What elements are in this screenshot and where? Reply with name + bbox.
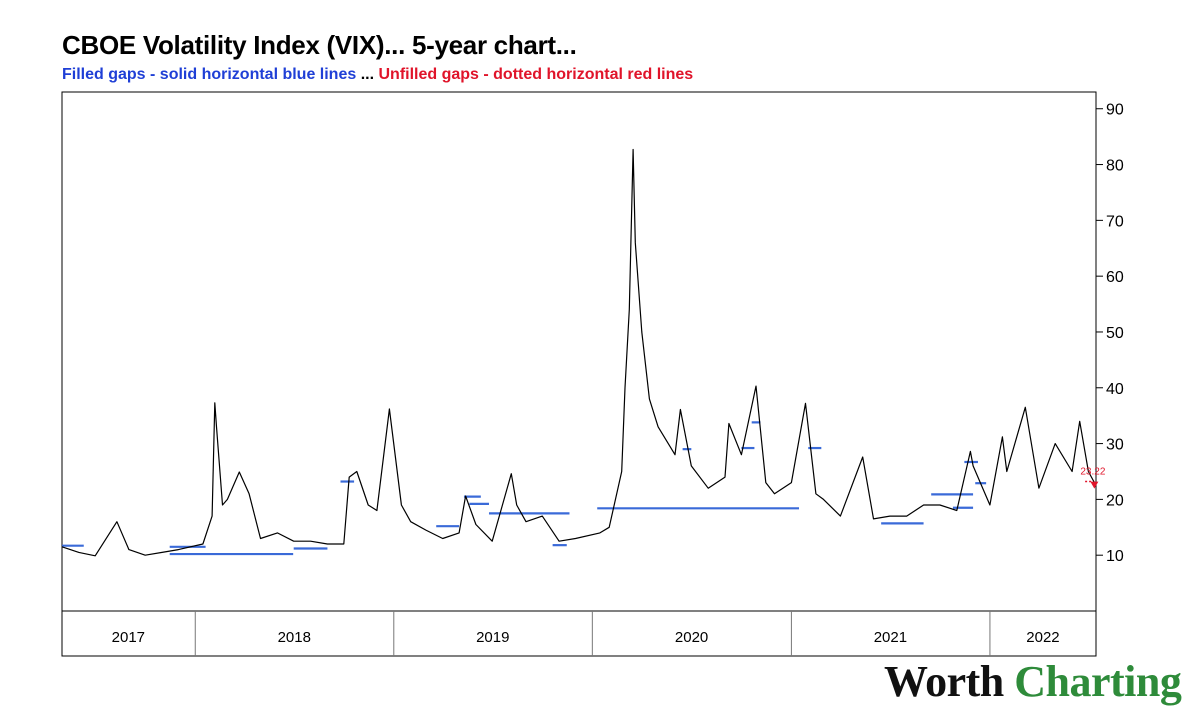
last-value-label: 23.22 <box>1080 467 1105 478</box>
y-axis: 10 20 30 40 50 60 70 80 90 <box>1096 102 1124 565</box>
x-year-label: 2019 <box>476 629 509 646</box>
y-tick-label: 20 <box>1106 492 1124 509</box>
y-tick-label: 80 <box>1106 158 1124 175</box>
worth-charting-logo: Worth Charting <box>884 657 1182 706</box>
x-axis: 2017 2018 2019 2020 2021 2022 <box>112 611 1060 656</box>
y-tick-label: 50 <box>1106 325 1124 342</box>
y-tick-label: 90 <box>1106 102 1124 119</box>
y-tick-label: 40 <box>1106 381 1124 398</box>
subtitle-filled-gaps: Filled gaps - solid horizontal blue line… <box>62 66 357 83</box>
logo-word-worth: Worth <box>884 657 1004 706</box>
y-tick-label: 30 <box>1106 437 1124 454</box>
x-year-label: 2017 <box>112 629 145 646</box>
last-value-marker <box>1090 481 1099 489</box>
gap-lines <box>62 421 1095 556</box>
y-tick-label: 60 <box>1106 269 1124 286</box>
logo-word-charting: Charting <box>1014 657 1182 706</box>
chart-subtitle: Filled gaps - solid horizontal blue line… <box>62 66 693 84</box>
subtitle-separator: ... <box>356 66 379 83</box>
x-year-label: 2021 <box>874 629 907 646</box>
x-year-label: 2022 <box>1026 629 1059 646</box>
subtitle-unfilled-gaps: Unfilled gaps - dotted horizontal red li… <box>378 66 694 83</box>
y-tick-label: 10 <box>1106 548 1124 565</box>
price-series: 23.22 <box>61 148 1106 557</box>
x-year-label: 2020 <box>675 629 708 646</box>
plot-border <box>61 91 1097 657</box>
chart-title: CBOE Volatility Index (VIX)... 5-year ch… <box>62 30 577 60</box>
chart-frame <box>61 91 1097 657</box>
y-tick-label: 70 <box>1106 213 1124 230</box>
vix-price-line <box>61 148 1095 557</box>
x-year-label: 2018 <box>278 629 311 646</box>
